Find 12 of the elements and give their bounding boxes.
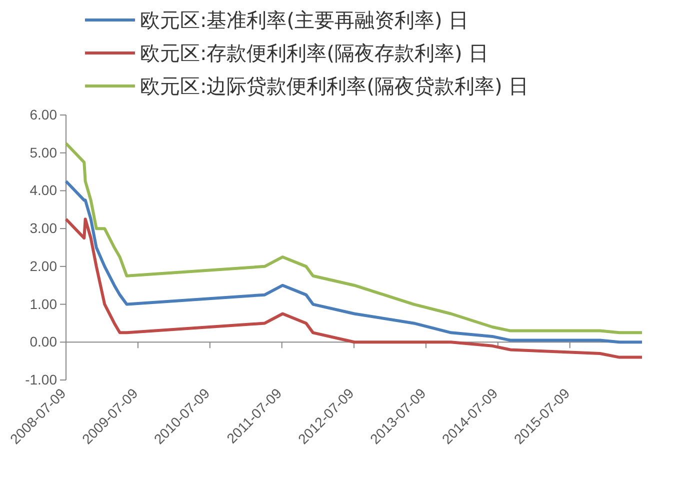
y-tick-label: 3.00 [30, 220, 58, 236]
y-tick-label: 4.00 [30, 182, 58, 198]
y-tick-label: 2.00 [30, 258, 58, 274]
legend-label: 欧元区:基准利率(主要再融资利率) 日 [140, 8, 469, 32]
y-tick-label: 1.00 [30, 296, 58, 312]
y-tick-label: -1.00 [25, 371, 58, 388]
y-tick-label: 5.00 [30, 144, 58, 160]
line-series [64, 142, 644, 334]
legend-label: 欧元区:边际贷款便利利率(隔夜贷款利率) 日 [140, 74, 529, 98]
legend-label: 欧元区:存款便利利率(隔夜存款利率) 日 [140, 41, 489, 65]
y-tick-label: 0.00 [30, 334, 58, 350]
y-tick-label: 6.00 [30, 106, 58, 122]
